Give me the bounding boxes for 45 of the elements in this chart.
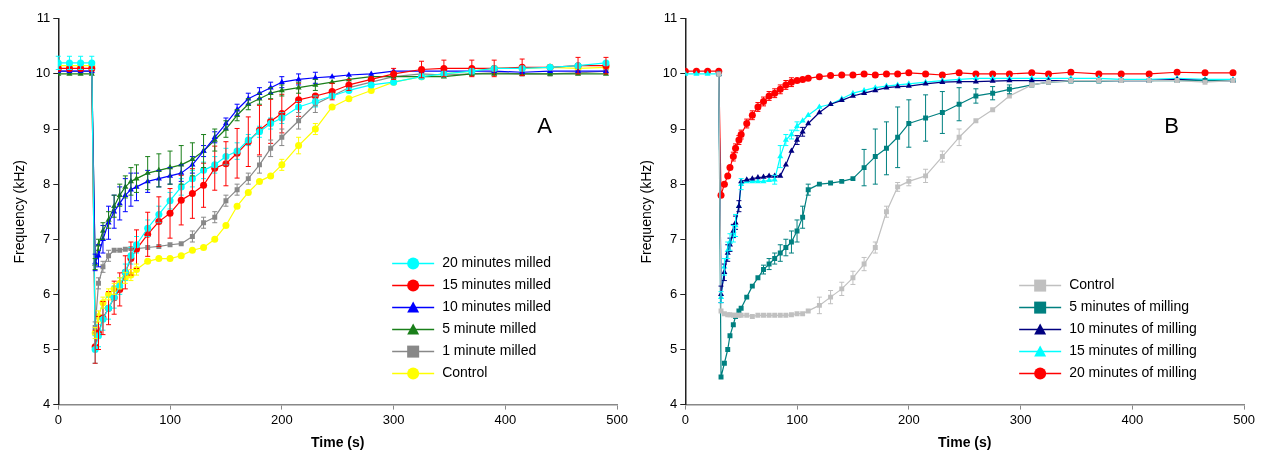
x-tick-label: 500 [1233, 411, 1256, 427]
y-axis-title: Frequency (kHz) [11, 159, 28, 264]
x-tick-label: 500 [606, 411, 629, 427]
y-axis-title: Frequency (kHz) [638, 159, 655, 264]
y-tick-label: 7 [670, 230, 678, 246]
y-tick-label: 10 [35, 65, 51, 81]
x-axis-title: Time (s) [937, 434, 992, 451]
y-tick-label: 9 [670, 120, 678, 136]
legend-label: Control [442, 364, 488, 381]
y-tick-label: 7 [43, 230, 51, 246]
y-tick-label: 5 [670, 341, 678, 357]
legend-label: 5 minute milled [442, 320, 537, 337]
legend-label: 15 minutes milled [442, 276, 552, 293]
x-tick-label: 100 [159, 411, 181, 427]
x-tick-label: 0 [54, 411, 62, 427]
legend-label: 20 minutes of milling [1069, 364, 1197, 381]
legend-label: 5 minutes of milling [1069, 298, 1189, 315]
legend-label: 15 minutes of milling [1069, 342, 1197, 359]
legend-label: 10 minutes milled [442, 298, 552, 315]
legend-label: 10 minutes of milling [1069, 320, 1197, 337]
x-tick-label: 0 [681, 411, 689, 427]
y-tick-label: 10 [662, 65, 678, 81]
annotation: B [1164, 112, 1179, 138]
x-tick-label: 400 [1121, 411, 1144, 427]
annotation: A [537, 112, 553, 138]
y-tick-label: 5 [43, 341, 51, 357]
legend-label: 1 minute milled [442, 342, 537, 359]
y-tick-label: 6 [670, 285, 678, 301]
x-tick-label: 300 [1009, 411, 1032, 427]
y-tick-label: 8 [670, 175, 678, 191]
x-tick-label: 200 [270, 411, 293, 427]
legend-label: 20 minutes milled [442, 254, 552, 271]
y-tick-label: 11 [36, 10, 51, 26]
x-axis-title: Time (s) [310, 434, 365, 451]
x-tick-label: 200 [897, 411, 920, 427]
y-tick-label: 4 [670, 396, 678, 412]
x-tick-label: 100 [786, 411, 808, 427]
y-tick-label: 9 [43, 120, 51, 136]
y-tick-label: 6 [43, 285, 51, 301]
y-tick-label: 4 [43, 396, 51, 412]
x-tick-label: 400 [494, 411, 517, 427]
y-tick-label: 11 [663, 10, 678, 26]
y-tick-label: 8 [43, 175, 51, 191]
x-tick-label: 300 [382, 411, 405, 427]
legend-label: Control [1069, 276, 1115, 293]
